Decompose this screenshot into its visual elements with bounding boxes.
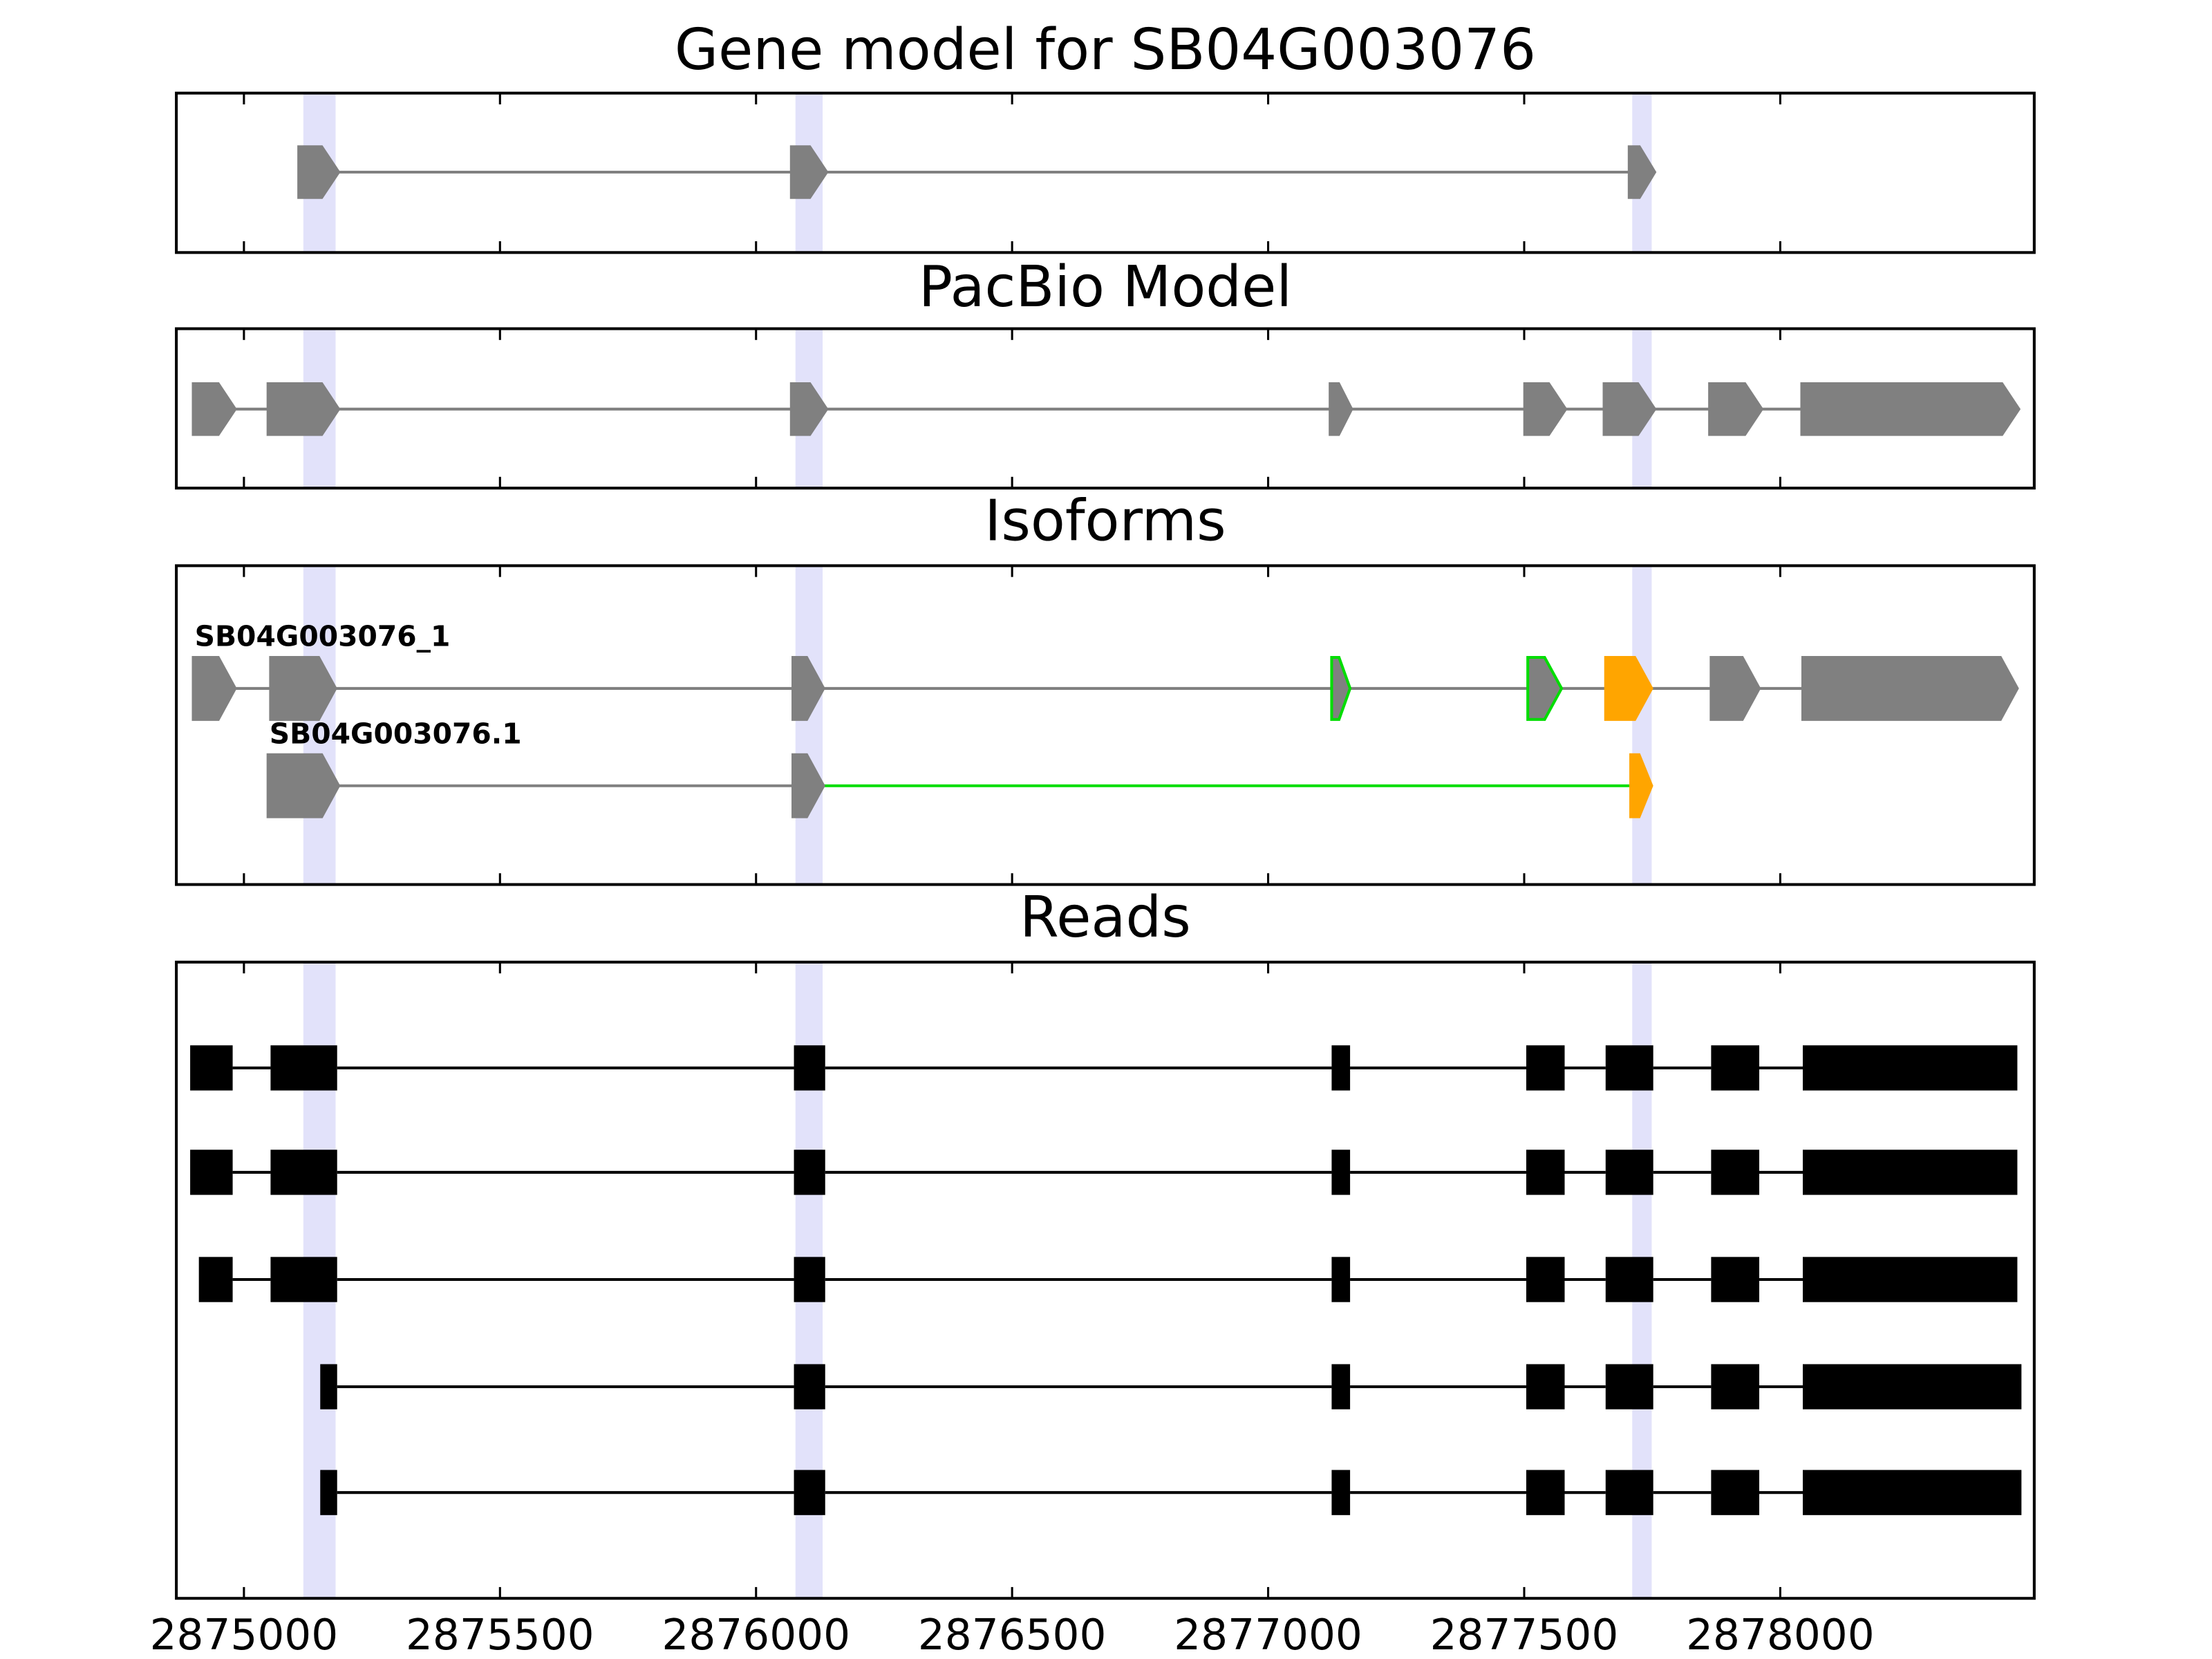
exon — [1800, 382, 2021, 436]
exon — [1526, 1364, 1565, 1409]
exon — [794, 1257, 825, 1302]
x-tick-label: 2875000 — [150, 1611, 339, 1659]
exon — [1711, 1257, 1760, 1302]
exon — [1802, 1257, 2018, 1302]
exon — [1526, 1470, 1565, 1515]
exon — [1331, 1364, 1351, 1409]
exon — [1605, 1364, 1653, 1409]
exon — [1330, 655, 1352, 721]
exon — [190, 1045, 233, 1091]
exon — [1711, 1364, 1760, 1409]
exon — [789, 382, 829, 436]
exon — [270, 1257, 337, 1302]
exon — [794, 1364, 825, 1409]
exon — [1331, 1150, 1351, 1195]
highlight-region — [1632, 565, 1652, 885]
exon — [794, 1470, 825, 1515]
exon — [320, 1364, 337, 1409]
exon — [190, 1150, 233, 1195]
exon — [269, 655, 337, 721]
exon — [789, 145, 829, 199]
exon — [1711, 1470, 1760, 1515]
exon — [320, 1470, 337, 1515]
exon — [1526, 655, 1564, 721]
exon — [1711, 1045, 1760, 1091]
exon — [1331, 1045, 1351, 1091]
exon — [1708, 382, 1764, 436]
exon — [1605, 1470, 1653, 1515]
x-tick-label: 2876000 — [662, 1611, 850, 1659]
x-tick-label: 2875500 — [406, 1611, 594, 1659]
exon — [1802, 1364, 2022, 1409]
exon — [270, 1045, 337, 1091]
panel-title: Reads — [1020, 885, 1191, 950]
exon — [266, 382, 341, 436]
exon — [1605, 1257, 1653, 1302]
exon — [794, 1150, 825, 1195]
panel-title: Isoforms — [984, 489, 1226, 554]
exon — [1802, 1470, 2022, 1515]
exon — [1801, 655, 2019, 721]
exon — [1605, 1150, 1653, 1195]
panel-frame — [175, 91, 2036, 254]
exon — [1331, 1470, 1351, 1515]
exon — [791, 655, 825, 721]
exon — [1802, 1150, 2018, 1195]
exon — [1526, 1150, 1565, 1195]
panel-title: PacBio Model — [919, 254, 1292, 320]
exon — [270, 1150, 337, 1195]
exon — [794, 1045, 825, 1091]
exon — [1709, 655, 1761, 721]
panel-frame — [175, 564, 2036, 886]
highlight-region — [795, 565, 823, 885]
exon — [1627, 145, 1657, 199]
exon — [1329, 382, 1353, 436]
track-label: SB04G003076_1 — [195, 620, 451, 653]
exon — [1802, 1045, 2018, 1091]
exon — [1526, 1045, 1565, 1091]
exon — [1711, 1150, 1760, 1195]
exon — [1602, 382, 1657, 436]
exon — [266, 753, 341, 818]
exon — [791, 753, 825, 818]
x-tick-label: 2877500 — [1430, 1611, 1619, 1659]
exon — [1605, 1045, 1653, 1091]
highlight-region — [303, 565, 336, 885]
x-tick-label: 2877000 — [1174, 1611, 1362, 1659]
track-label: SB04G003076.1 — [270, 718, 522, 751]
exon — [198, 1257, 233, 1302]
exon — [297, 145, 341, 199]
exon — [1604, 655, 1653, 721]
x-tick-label: 2878000 — [1686, 1611, 1875, 1659]
panel-frame — [175, 960, 2036, 1600]
exon — [1629, 753, 1653, 818]
x-tick-label: 2876500 — [918, 1611, 1107, 1659]
exon — [191, 382, 237, 436]
exon — [191, 655, 237, 721]
exon — [1523, 382, 1568, 436]
panel-title: Gene model for SB04G003076 — [675, 17, 1536, 83]
exon — [1526, 1257, 1565, 1302]
panel-frame — [175, 327, 2036, 490]
exon — [1331, 1257, 1351, 1302]
